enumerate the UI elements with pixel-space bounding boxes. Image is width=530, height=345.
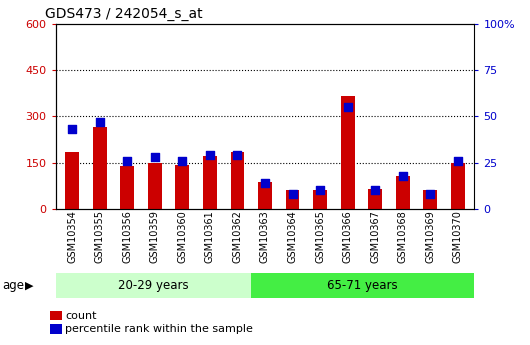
Point: [399, 173, 407, 178]
Point: [95, 119, 104, 125]
Bar: [203, 156, 217, 209]
Bar: [56, 273, 251, 298]
Text: ▶: ▶: [25, 280, 34, 290]
Bar: [286, 190, 299, 209]
Bar: [258, 182, 272, 209]
Point: [371, 187, 379, 193]
Point: [316, 187, 324, 193]
Bar: [65, 152, 79, 209]
Point: [178, 158, 187, 164]
Bar: [313, 190, 327, 209]
Bar: [120, 166, 134, 209]
Point: [261, 180, 269, 186]
Bar: [423, 190, 437, 209]
Point: [454, 158, 462, 164]
Bar: [93, 127, 107, 209]
Text: 20-29 years: 20-29 years: [118, 279, 189, 292]
Text: percentile rank within the sample: percentile rank within the sample: [65, 325, 253, 334]
Point: [123, 158, 131, 164]
Text: 65-71 years: 65-71 years: [328, 279, 398, 292]
Text: age: age: [3, 279, 25, 292]
Bar: [231, 152, 244, 209]
Text: count: count: [65, 311, 96, 321]
Point: [68, 127, 76, 132]
Point: [151, 154, 159, 160]
Text: GDS473 / 242054_s_at: GDS473 / 242054_s_at: [45, 7, 202, 21]
Point: [233, 152, 242, 158]
Bar: [396, 176, 410, 209]
Bar: [148, 163, 162, 209]
Point: [206, 152, 214, 158]
Bar: [451, 163, 465, 209]
Point: [288, 191, 297, 197]
Point: [343, 105, 352, 110]
Bar: [341, 97, 355, 209]
Point: [426, 191, 435, 197]
Bar: [368, 189, 382, 209]
Bar: [251, 273, 474, 298]
Bar: [175, 165, 189, 209]
